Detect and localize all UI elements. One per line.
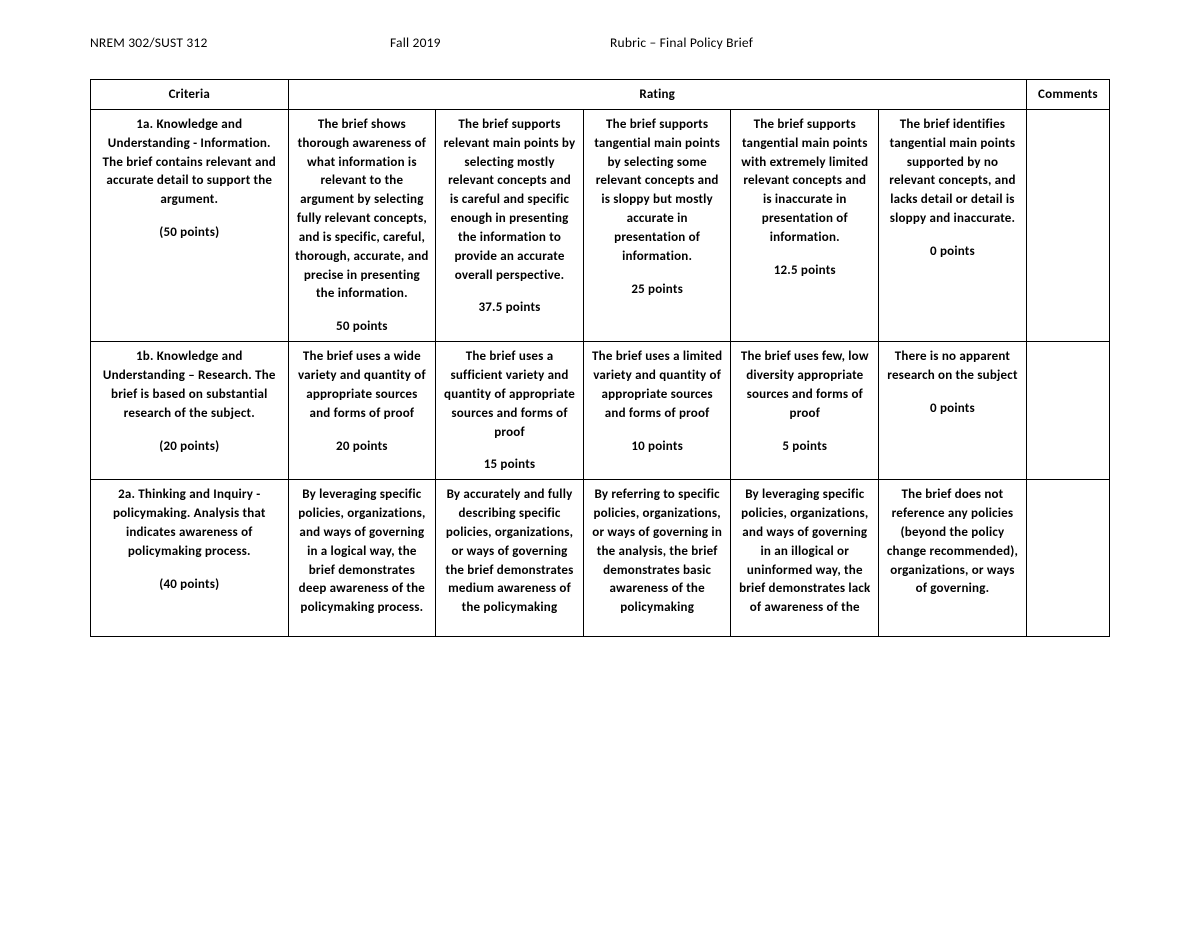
rating-points: 20 points bbox=[295, 438, 430, 457]
rating-points: 15 points bbox=[442, 456, 577, 475]
rating-text: The brief identifies tangential main poi… bbox=[885, 116, 1020, 229]
rating-cell: The brief uses a limited variety and qua… bbox=[583, 342, 731, 480]
rating-points: 0 points bbox=[885, 400, 1020, 419]
rating-cell: By accurately and fully describing speci… bbox=[436, 480, 584, 637]
rating-text: By leveraging specific policies, organiz… bbox=[737, 486, 872, 618]
rating-cell: The brief identifies tangential main poi… bbox=[879, 109, 1027, 341]
criteria-points: (50 points) bbox=[97, 224, 282, 243]
term: Fall 2019 bbox=[390, 34, 610, 51]
criteria-points: (40 points) bbox=[97, 576, 282, 595]
rating-text: The brief shows thorough awareness of wh… bbox=[295, 116, 430, 304]
rating-text: By accurately and fully describing speci… bbox=[442, 486, 577, 618]
table-row: 2a. Thinking and Inquiry - policymaking.… bbox=[91, 480, 1110, 637]
rating-cell: The brief supports tangential main point… bbox=[583, 109, 731, 341]
rating-cell: The brief uses a wide variety and quanti… bbox=[288, 342, 436, 480]
rating-cell: The brief shows thorough awareness of wh… bbox=[288, 109, 436, 341]
table-header-row: Criteria Rating Comments bbox=[91, 80, 1110, 110]
rating-points: 10 points bbox=[590, 438, 725, 457]
col-header-comments: Comments bbox=[1026, 80, 1109, 110]
criteria-text: 1b. Knowledge and Understanding – Resear… bbox=[97, 348, 282, 423]
col-header-rating: Rating bbox=[288, 80, 1026, 110]
rubric-table-container: Criteria Rating Comments 1a. Knowledge a… bbox=[90, 79, 1110, 909]
document-header: NREM 302/SUST 312 Fall 2019 Rubric – Fin… bbox=[90, 34, 1110, 51]
rating-text: The brief supports relevant main points … bbox=[442, 116, 577, 286]
criteria-text: 2a. Thinking and Inquiry - policymaking.… bbox=[97, 486, 282, 561]
rating-cell: The brief does not reference any policie… bbox=[879, 480, 1027, 637]
criteria-cell: 1a. Knowledge and Understanding - Inform… bbox=[91, 109, 289, 341]
rating-points: 12.5 points bbox=[737, 262, 872, 281]
table-row: 1b. Knowledge and Understanding – Resear… bbox=[91, 342, 1110, 480]
comments-cell bbox=[1026, 480, 1109, 637]
rating-cell: By referring to specific policies, organ… bbox=[583, 480, 731, 637]
rating-text: By leveraging specific policies, organiz… bbox=[295, 486, 430, 618]
rating-text: The brief uses a sufficient variety and … bbox=[442, 348, 577, 442]
table-row: 1a. Knowledge and Understanding - Inform… bbox=[91, 109, 1110, 341]
rating-cell: There is no apparent research on the sub… bbox=[879, 342, 1027, 480]
rating-text: There is no apparent research on the sub… bbox=[885, 348, 1020, 386]
rubric-table: Criteria Rating Comments 1a. Knowledge a… bbox=[90, 79, 1110, 637]
rating-points: 5 points bbox=[737, 438, 872, 457]
criteria-cell: 1b. Knowledge and Understanding – Resear… bbox=[91, 342, 289, 480]
rating-points: 25 points bbox=[590, 281, 725, 300]
criteria-text: 1a. Knowledge and Understanding - Inform… bbox=[97, 116, 282, 210]
rating-text: The brief uses a limited variety and qua… bbox=[590, 348, 725, 423]
rating-points: 50 points bbox=[295, 318, 430, 337]
col-header-criteria: Criteria bbox=[91, 80, 289, 110]
rating-text: By referring to specific policies, organ… bbox=[590, 486, 725, 618]
rating-text: The brief uses few, low diversity approp… bbox=[737, 348, 872, 423]
rating-text: The brief supports tangential main point… bbox=[737, 116, 872, 248]
rating-cell: The brief supports relevant main points … bbox=[436, 109, 584, 341]
rating-text: The brief supports tangential main point… bbox=[590, 116, 725, 267]
rating-cell: By leveraging specific policies, organiz… bbox=[731, 480, 879, 637]
rating-cell: By leveraging specific policies, organiz… bbox=[288, 480, 436, 637]
rating-cell: The brief uses a sufficient variety and … bbox=[436, 342, 584, 480]
rating-text: The brief uses a wide variety and quanti… bbox=[295, 348, 430, 423]
document-title: Rubric – Final Policy Brief bbox=[610, 34, 753, 51]
rating-points: 37.5 points bbox=[442, 299, 577, 318]
comments-cell bbox=[1026, 109, 1109, 341]
course-code: NREM 302/SUST 312 bbox=[90, 34, 390, 51]
criteria-cell: 2a. Thinking and Inquiry - policymaking.… bbox=[91, 480, 289, 637]
rating-text: The brief does not reference any policie… bbox=[885, 486, 1020, 599]
rating-cell: The brief supports tangential main point… bbox=[731, 109, 879, 341]
rating-cell: The brief uses few, low diversity approp… bbox=[731, 342, 879, 480]
comments-cell bbox=[1026, 342, 1109, 480]
rating-points: 0 points bbox=[885, 243, 1020, 262]
criteria-points: (20 points) bbox=[97, 438, 282, 457]
